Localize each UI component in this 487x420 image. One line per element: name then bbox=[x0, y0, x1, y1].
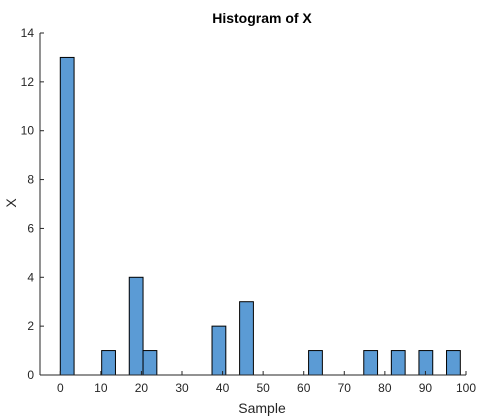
histogram-bar-8 bbox=[390, 350, 406, 376]
y-tick-label: 8 bbox=[27, 173, 34, 187]
histogram-bar-0 bbox=[59, 56, 75, 376]
x-tick-label: 30 bbox=[175, 381, 189, 395]
y-tick-label: 12 bbox=[21, 75, 35, 89]
y-tick-label: 2 bbox=[27, 319, 34, 333]
histogram-bar-7 bbox=[363, 350, 379, 376]
x-tick-label: 0 bbox=[57, 381, 64, 395]
x-tick-label: 20 bbox=[135, 381, 149, 395]
x-tick-label: 50 bbox=[256, 381, 270, 395]
y-tick-label: 14 bbox=[21, 26, 35, 40]
y-tick-label: 10 bbox=[21, 124, 35, 138]
histogram-bar-1 bbox=[101, 350, 116, 376]
histogram-bar-5 bbox=[239, 301, 254, 376]
x-tick-label: 10 bbox=[94, 381, 108, 395]
x-tick-label: 80 bbox=[378, 381, 392, 395]
histogram-bar-10 bbox=[446, 350, 461, 376]
x-ticks: 0 10 20 30 40 50 60 70 80 90 100 bbox=[57, 371, 476, 395]
axes bbox=[39, 33, 466, 376]
x-tick-label: 60 bbox=[297, 381, 311, 395]
bars bbox=[59, 56, 461, 376]
y-tick-label: 6 bbox=[27, 221, 34, 235]
x-tick-label: 100 bbox=[456, 381, 476, 395]
histogram-bar-6 bbox=[308, 350, 323, 376]
histogram-bar-3 bbox=[142, 350, 158, 376]
x-tick-label: 90 bbox=[419, 381, 433, 395]
y-tick-label: 4 bbox=[27, 270, 34, 284]
y-tick-label: 0 bbox=[27, 368, 34, 382]
histogram-bar-4 bbox=[211, 325, 227, 376]
x-tick-label: 40 bbox=[216, 381, 230, 395]
y-ticks: 0 2 4 6 8 10 12 14 bbox=[21, 26, 44, 382]
y-axis-label: X bbox=[3, 198, 19, 208]
x-axis-label: Sample bbox=[238, 400, 286, 416]
chart-title: Histogram of X bbox=[212, 10, 312, 26]
histogram-bar-2 bbox=[128, 276, 144, 376]
x-tick-label: 70 bbox=[338, 381, 352, 395]
